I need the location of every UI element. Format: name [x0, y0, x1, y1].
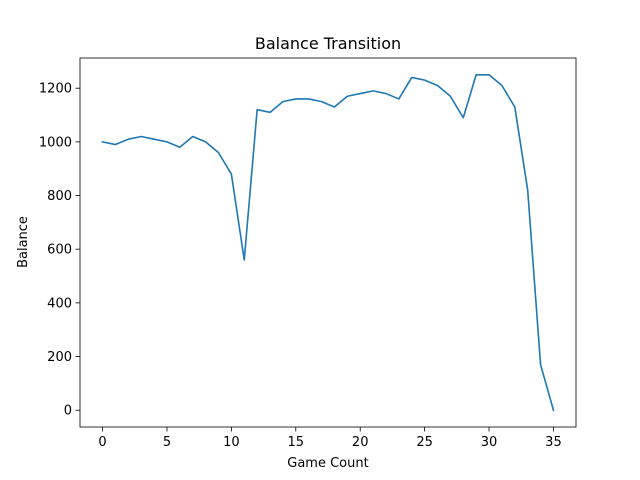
x-tick-label-30: 30 [481, 435, 498, 450]
chart-title: Balance Transition [255, 34, 401, 53]
plot-frame [79, 57, 577, 428]
x-tick-label-20: 20 [352, 435, 369, 450]
y-axis-label: Balance [16, 216, 31, 268]
y-tick-label-400: 400 [47, 296, 72, 311]
x-tick-label-35: 35 [545, 435, 562, 450]
y-tick-label-800: 800 [47, 189, 72, 204]
y-tick-label-0: 0 [64, 404, 72, 419]
x-axis-label: Game Count [287, 456, 368, 471]
y-tick-label-1000: 1000 [39, 135, 72, 150]
x-tick-label-0: 0 [98, 435, 106, 450]
y-tick-label-600: 600 [47, 243, 72, 258]
y-tick-label-1200: 1200 [39, 82, 72, 97]
series-line-0 [101, 73, 555, 412]
x-tick-label-10: 10 [223, 435, 240, 450]
plot-area: 0 5 10 15 20 25 30 35 0 200 400 600 800 1000 1200 [39, 57, 577, 450]
x-tick-label-5: 5 [163, 435, 171, 450]
x-tick-label-25: 25 [416, 435, 433, 450]
x-tick-label-15: 15 [288, 435, 305, 450]
y-tick-label-200: 200 [47, 350, 72, 365]
